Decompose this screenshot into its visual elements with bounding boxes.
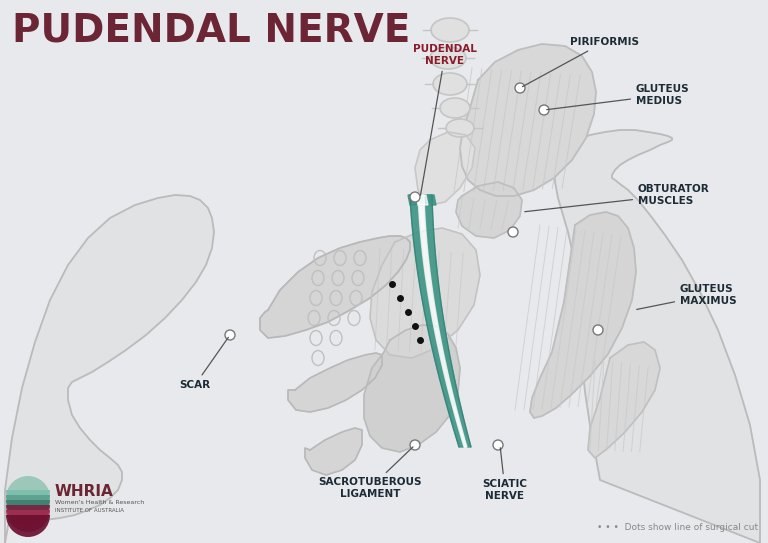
Polygon shape — [260, 236, 410, 338]
Polygon shape — [588, 342, 660, 458]
Circle shape — [508, 227, 518, 237]
Polygon shape — [418, 195, 467, 447]
Text: INSTITUTE OF AUSTRALIA: INSTITUTE OF AUSTRALIA — [55, 508, 124, 513]
Circle shape — [493, 440, 503, 450]
Wedge shape — [6, 495, 50, 517]
Text: SACROTUBEROUS
LIGAMENT: SACROTUBEROUS LIGAMENT — [318, 447, 422, 499]
Ellipse shape — [430, 47, 466, 69]
Polygon shape — [408, 195, 436, 205]
Text: PUDENDAL NERVE: PUDENDAL NERVE — [12, 12, 410, 50]
Text: • • •  Dots show line of surgical cut: • • • Dots show line of surgical cut — [597, 523, 758, 532]
Wedge shape — [6, 515, 50, 537]
Circle shape — [410, 192, 420, 202]
Circle shape — [593, 325, 603, 335]
Ellipse shape — [446, 119, 474, 137]
Circle shape — [539, 105, 549, 115]
Wedge shape — [6, 505, 50, 527]
Polygon shape — [370, 228, 480, 358]
Polygon shape — [415, 132, 475, 205]
Polygon shape — [5, 195, 214, 543]
Ellipse shape — [433, 73, 467, 95]
Circle shape — [225, 330, 235, 340]
Polygon shape — [364, 325, 460, 452]
Polygon shape — [305, 428, 362, 475]
Polygon shape — [424, 195, 471, 447]
Text: GLUTEUS
MAXIMUS: GLUTEUS MAXIMUS — [637, 284, 737, 310]
Ellipse shape — [440, 98, 470, 118]
Polygon shape — [410, 195, 464, 447]
Text: GLUTEUS
MEDIUS: GLUTEUS MEDIUS — [547, 84, 690, 110]
Polygon shape — [288, 353, 382, 412]
Circle shape — [515, 83, 525, 93]
Circle shape — [410, 440, 420, 450]
Ellipse shape — [431, 18, 469, 42]
Polygon shape — [416, 195, 428, 205]
Wedge shape — [6, 490, 50, 512]
Text: SCIATIC
NERVE: SCIATIC NERVE — [482, 448, 528, 501]
Circle shape — [6, 476, 50, 520]
Text: SCAR: SCAR — [180, 337, 228, 390]
Text: Women's Health & Research: Women's Health & Research — [55, 501, 144, 506]
Text: PIRIFORMIS: PIRIFORMIS — [522, 37, 639, 87]
Text: OBTURATOR
MUSCLES: OBTURATOR MUSCLES — [525, 184, 710, 212]
Polygon shape — [456, 182, 522, 238]
Wedge shape — [6, 510, 50, 532]
Wedge shape — [6, 500, 50, 522]
Polygon shape — [530, 212, 636, 418]
Polygon shape — [460, 44, 596, 196]
Text: PUDENDAL
NERVE: PUDENDAL NERVE — [413, 44, 477, 195]
Text: WHRIA: WHRIA — [55, 483, 114, 498]
Polygon shape — [555, 130, 760, 543]
